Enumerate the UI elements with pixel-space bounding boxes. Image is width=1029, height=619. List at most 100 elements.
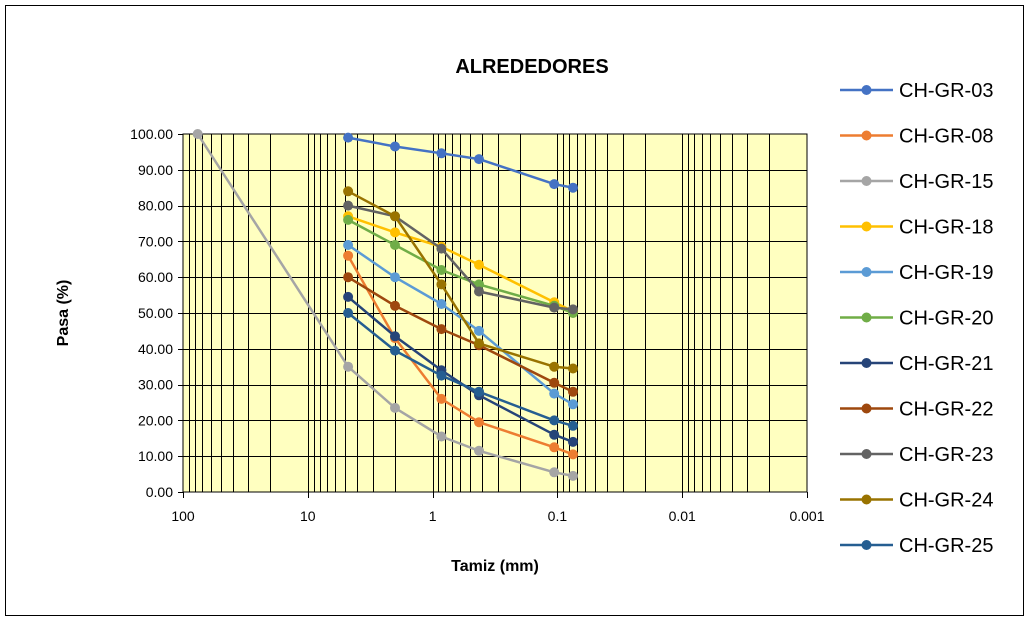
- data-point: [390, 300, 400, 311]
- legend-label: CH-GR-22: [899, 399, 993, 421]
- legend-item: CH-GR-21: [840, 353, 993, 375]
- data-point: [568, 420, 578, 431]
- data-point: [390, 141, 400, 152]
- legend-item: CH-GR-15: [840, 171, 993, 193]
- data-point: [436, 265, 447, 275]
- y-tick-label: 50.00: [138, 305, 173, 321]
- legend-label: CH-GR-25: [899, 535, 993, 557]
- data-point: [436, 148, 447, 159]
- series-ch-gr-19: [343, 240, 578, 410]
- legend-label: CH-GR-21: [899, 353, 993, 375]
- data-point: [568, 399, 578, 410]
- data-point: [549, 179, 560, 190]
- data-point: [343, 308, 354, 318]
- x-tick-label: 100: [171, 508, 195, 524]
- data-point: [390, 345, 400, 356]
- y-tick-label: 0.00: [146, 484, 173, 500]
- legend: CH-GR-03 CH-GR-08 CH-GR-15 CH-GR-18 CH-GR-19…: [840, 80, 993, 557]
- data-point: [549, 361, 560, 372]
- data-point: [568, 304, 578, 315]
- y-tick-label: 60.00: [138, 269, 173, 285]
- legend-label: CH-GR-20: [899, 308, 993, 330]
- legend-marker: [861, 403, 872, 414]
- legend-item: CH-GR-19: [840, 262, 993, 284]
- y-tick-label: 80.00: [138, 198, 173, 214]
- data-point: [343, 186, 354, 197]
- data-point: [390, 402, 400, 413]
- data-point: [390, 227, 400, 238]
- legend-label: CH-GR-19: [899, 262, 993, 284]
- data-point: [390, 272, 400, 283]
- legend-item: CH-GR-25: [840, 535, 993, 557]
- data-point: [474, 445, 484, 456]
- data-point: [436, 431, 447, 442]
- data-point: [474, 154, 484, 165]
- data-point: [474, 386, 484, 397]
- legend-label: CH-GR-03: [899, 80, 993, 102]
- legend-label: CH-GR-15: [899, 171, 993, 193]
- legend-item: CH-GR-18: [840, 217, 993, 239]
- x-tick-label: 10: [300, 508, 316, 524]
- legend-marker: [861, 312, 872, 323]
- data-point: [549, 429, 560, 440]
- data-point: [568, 182, 578, 193]
- y-tick-label: 100.00: [130, 126, 173, 142]
- legend-item: CH-GR-23: [840, 444, 993, 466]
- data-point: [549, 302, 560, 313]
- data-point: [568, 436, 578, 447]
- series-ch-gr-24: [343, 186, 578, 374]
- data-point: [343, 240, 354, 250]
- data-point: [436, 324, 447, 335]
- legend-item: CH-GR-08: [840, 126, 993, 148]
- y-tick-label: 10.00: [138, 448, 173, 464]
- data-point: [343, 272, 354, 283]
- data-point: [549, 467, 560, 478]
- data-point: [568, 470, 578, 481]
- data-point: [474, 338, 484, 349]
- y-tick-label: 40.00: [138, 341, 173, 357]
- legend-marker: [861, 85, 872, 95]
- chart-title: ALREDEDORES: [455, 56, 608, 78]
- data-point: [390, 331, 400, 342]
- legend-item: CH-GR-24: [840, 490, 993, 512]
- data-point: [343, 361, 354, 372]
- legend-label: CH-GR-18: [899, 217, 993, 239]
- data-point: [436, 370, 447, 381]
- y-axis-title: Pasa (%): [55, 280, 72, 347]
- legend-marker: [861, 494, 872, 505]
- data-point: [474, 286, 484, 297]
- data-point: [436, 279, 447, 290]
- legend-marker: [861, 221, 872, 232]
- y-tick-label: 70.00: [138, 233, 173, 249]
- data-point: [474, 417, 484, 428]
- data-point: [343, 200, 354, 211]
- series-ch-gr-15: [192, 129, 578, 481]
- data-point: [343, 250, 354, 261]
- legend-marker: [861, 540, 872, 550]
- legend-item: CH-GR-03: [840, 80, 993, 102]
- legend-label: CH-GR-23: [899, 444, 993, 466]
- data-point: [343, 132, 354, 143]
- data-point: [390, 211, 400, 222]
- data-point: [436, 243, 447, 254]
- x-axis-title: Tamiz (mm): [451, 558, 539, 575]
- legend-item: CH-GR-20: [840, 308, 993, 330]
- grid: [183, 134, 807, 492]
- data-point: [390, 240, 400, 250]
- legend-marker: [861, 176, 872, 186]
- data-point: [436, 393, 447, 404]
- data-point: [474, 325, 484, 336]
- series-ch-gr-03: [343, 132, 578, 193]
- data-point: [549, 388, 560, 399]
- x-tick-label: 0.1: [548, 508, 568, 524]
- data-point: [549, 415, 560, 426]
- series-ch-gr-25: [343, 308, 578, 431]
- data-point: [474, 259, 484, 270]
- legend-marker: [861, 130, 872, 141]
- series-layer: [192, 129, 578, 481]
- data-point: [549, 442, 560, 453]
- legend-label: CH-GR-24: [899, 490, 993, 512]
- legend-label: CH-GR-08: [899, 126, 993, 148]
